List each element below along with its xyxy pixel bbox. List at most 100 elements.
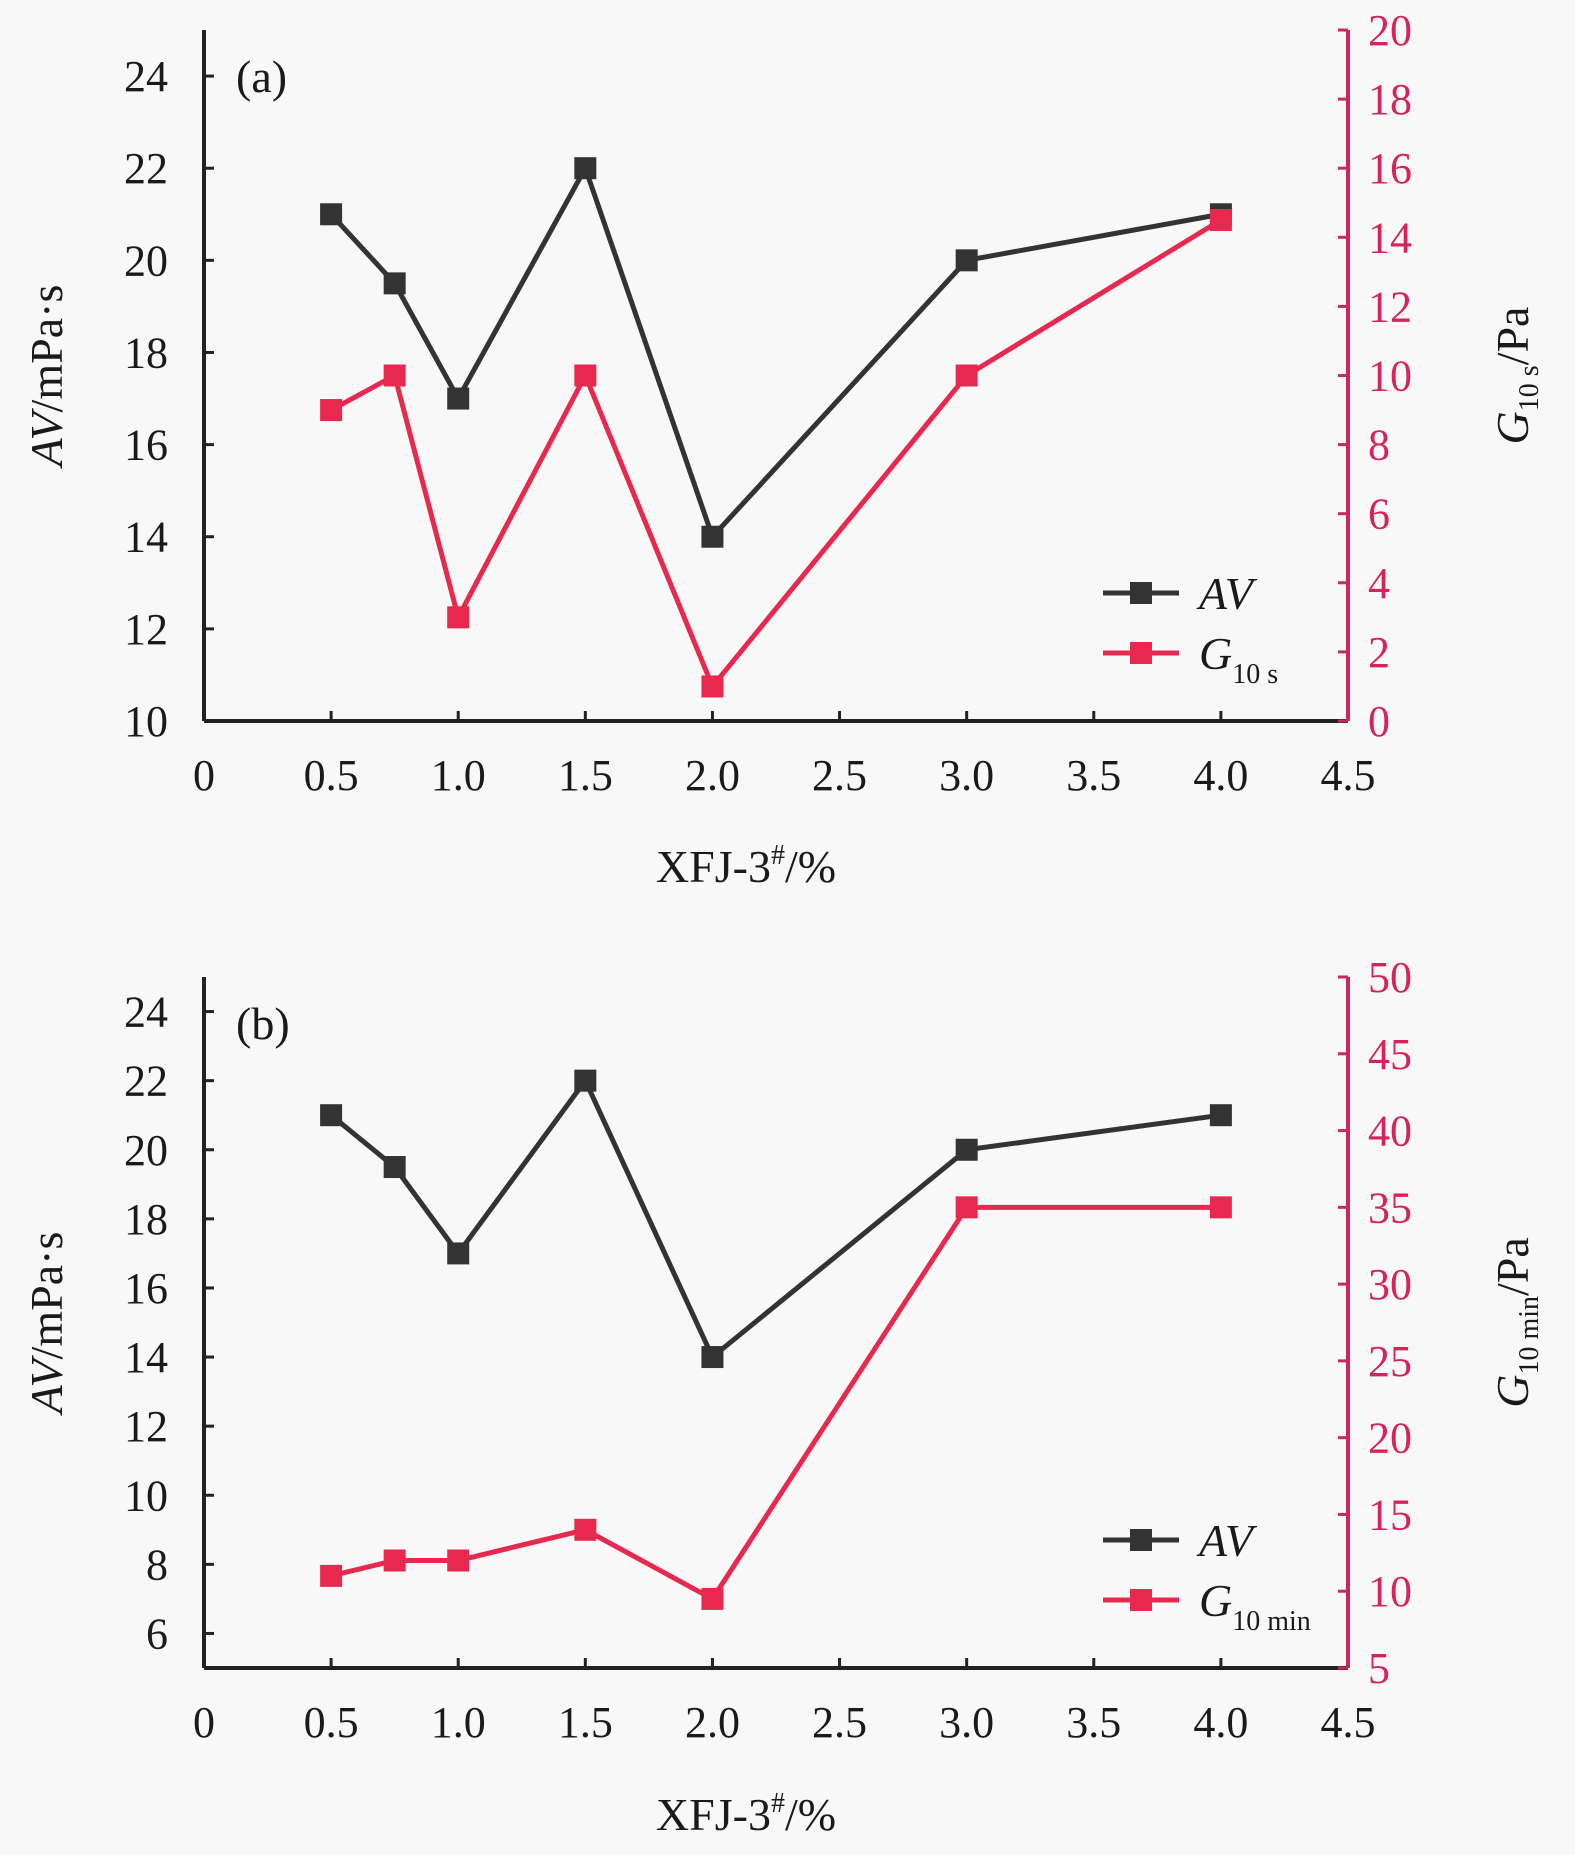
- data-point: [955, 1138, 978, 1161]
- right-y-tick-label: 14: [1368, 213, 1412, 262]
- x-axis-title-main: XFJ-3: [656, 841, 771, 892]
- data-point: [955, 1196, 978, 1219]
- left-y-tick-label: 20: [124, 1126, 168, 1175]
- right-y-tick-label: 6: [1368, 490, 1390, 539]
- legend-item: G10 min: [1103, 1575, 1311, 1637]
- legend-item: AV: [1103, 1515, 1258, 1566]
- data-point: [320, 1104, 343, 1127]
- right-y-tick-label: 25: [1368, 1337, 1412, 1386]
- x-tick-label: 1.5: [558, 751, 613, 800]
- right-y-axis-title-rest: /Pa: [1487, 1237, 1538, 1296]
- data-point: [447, 1549, 470, 1572]
- left-y-tick-label: 20: [124, 236, 168, 285]
- left-y-tick-label: 14: [124, 1333, 168, 1382]
- x-tick-label: 3.0: [939, 1698, 994, 1747]
- left-y-axis-title: AV/mPa·s: [21, 285, 72, 470]
- left-y-tick-label: 10: [124, 1471, 168, 1520]
- right-y-tick-label: 16: [1368, 144, 1412, 193]
- right-y-tick-label: 20: [1368, 1414, 1412, 1463]
- data-point: [574, 364, 597, 387]
- right-y-tick-label: 50: [1368, 953, 1412, 1002]
- right-y-tick-label: 10: [1368, 1567, 1412, 1616]
- data-point: [701, 1346, 724, 1369]
- right-y-axis-title-sub: 10 s: [1514, 365, 1545, 411]
- legend-label-sub: 10 s: [1232, 659, 1278, 690]
- chart-panel-a: 0 0.5 1.0 1.5 2.0 2.5 3.0 3.5 4.0 4.5101214161820…: [21, 6, 1545, 892]
- data-point: [447, 387, 470, 410]
- x-tick-label: 3.5: [1066, 751, 1121, 800]
- right-y-tick-label: 2: [1368, 628, 1390, 677]
- left-y-axis-title: AV/mPa·s: [21, 1232, 72, 1417]
- data-point: [383, 1549, 406, 1572]
- legend-label: AV: [1196, 1515, 1258, 1566]
- x-axis-title: XFJ-3#/%: [656, 1788, 836, 1840]
- left-y-tick-label: 6: [146, 1609, 168, 1658]
- data-point: [574, 157, 597, 180]
- chart-panel-b: 0 0.5 1.0 1.5 2.0 2.5 3.0 3.5 4.0 4.5 6 8 10 12 14 16 18…: [21, 953, 1545, 1840]
- series-g: [320, 1196, 1232, 1610]
- legend-marker: [1130, 1589, 1152, 1611]
- series-line: [329, 162, 1222, 542]
- right-y-tick-label: 35: [1368, 1183, 1412, 1232]
- right-y-tick-label: 30: [1368, 1260, 1412, 1309]
- x-tick-label: 4.5: [1321, 1698, 1376, 1747]
- right-y-axis-title: G10 s/Pa: [1487, 307, 1545, 445]
- data-point: [383, 272, 406, 295]
- series-g: [320, 209, 1232, 698]
- data-point: [574, 1518, 597, 1541]
- panel-label: (b): [236, 998, 290, 1049]
- x-tick-label: 3.5: [1066, 1698, 1121, 1747]
- left-y-tick-label: 16: [124, 1264, 168, 1313]
- data-point: [701, 675, 724, 698]
- right-y-tick-label: 40: [1368, 1107, 1412, 1156]
- data-point: [1209, 1104, 1232, 1127]
- x-axis-title-sup: #: [771, 1788, 785, 1819]
- right-y-tick-label: 4: [1368, 559, 1390, 608]
- legend-label-main: AV: [1196, 1515, 1258, 1566]
- series-av: [320, 1069, 1232, 1369]
- left-y-axis-title-italic: AV: [21, 408, 72, 470]
- left-y-tick-label: 12: [124, 1402, 168, 1451]
- legend-marker: [1130, 582, 1152, 604]
- data-point: [447, 606, 470, 629]
- data-point: [955, 249, 978, 272]
- series-line: [330, 1204, 1221, 1603]
- legend-label-main: AV: [1196, 568, 1258, 619]
- right-y-tick-label: 20: [1368, 6, 1412, 55]
- legend-label-main: G: [1199, 628, 1232, 679]
- data-point: [1209, 209, 1232, 232]
- right-y-axis-title-sub: 10 min: [1514, 1296, 1545, 1375]
- data-point: [320, 399, 343, 422]
- left-y-tick-label: 18: [124, 1195, 168, 1244]
- data-point: [447, 1242, 470, 1265]
- right-y-tick-label: 10: [1368, 352, 1412, 401]
- left-y-tick-label: 18: [124, 328, 168, 377]
- panel-label: (a): [236, 51, 287, 102]
- x-tick-label: 2.5: [812, 751, 867, 800]
- data-point: [383, 1156, 406, 1179]
- x-axis-title-main: XFJ-3: [656, 1789, 771, 1840]
- left-y-axis-title-italic: AV: [21, 1355, 72, 1417]
- x-tick-label: 4.5: [1321, 751, 1376, 800]
- left-y-tick-label: 24: [124, 988, 168, 1037]
- data-point: [1209, 1196, 1232, 1219]
- right-y-tick-label: 45: [1368, 1030, 1412, 1079]
- series-av: [320, 157, 1232, 548]
- right-y-tick-label: 15: [1368, 1490, 1412, 1539]
- left-y-tick-label: 12: [124, 605, 168, 654]
- right-y-axis-title-main: G: [1487, 1375, 1538, 1408]
- legend-label-main: G: [1199, 1575, 1232, 1626]
- legend-marker: [1130, 1529, 1152, 1551]
- x-tick-label: 1.0: [431, 751, 486, 800]
- x-tick-label: 0.5: [304, 751, 359, 800]
- x-tick-label: 4.0: [1193, 1698, 1248, 1747]
- data-point: [320, 1564, 343, 1587]
- left-y-tick-label: 10: [124, 697, 168, 746]
- legend-item: AV: [1103, 568, 1258, 619]
- right-y-axis-title-rest: /Pa: [1487, 307, 1538, 366]
- legend-label: G10 s: [1199, 628, 1278, 690]
- right-y-tick-label: 8: [1368, 421, 1390, 470]
- right-y-axis-title: G10 min/Pa: [1487, 1237, 1545, 1408]
- legend-marker: [1130, 642, 1152, 664]
- right-y-tick-label: 5: [1368, 1644, 1390, 1693]
